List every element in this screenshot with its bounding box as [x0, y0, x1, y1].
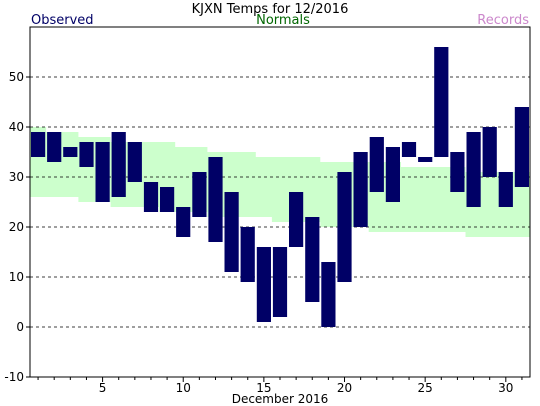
- observed-bar-day-19: [321, 262, 336, 327]
- observed-bar-day-15: [256, 247, 271, 322]
- observed-bar-day-12: [208, 157, 223, 242]
- x-tick-label: 25: [418, 381, 433, 395]
- legend-observed: Observed: [31, 13, 94, 28]
- observed-bar-day-18: [305, 217, 320, 302]
- observed-bar-day-17: [289, 192, 304, 247]
- observed-bar-day-28: [466, 132, 481, 207]
- observed-bar-day-23: [385, 147, 400, 202]
- y-tick-label: 0: [16, 320, 24, 334]
- y-tick-label: -10: [4, 370, 24, 384]
- x-tick-label: 5: [99, 381, 107, 395]
- observed-bar-day-29: [482, 127, 497, 177]
- observed-bar-day-9: [160, 187, 175, 212]
- x-tick-label: 10: [176, 381, 191, 395]
- observed-bar-day-20: [337, 172, 352, 282]
- observed-bar-day-1: [31, 132, 46, 157]
- observed-bar-day-11: [192, 172, 207, 217]
- observed-bar-day-13: [224, 192, 239, 272]
- x-tick-label: 15: [256, 381, 271, 395]
- y-axis-ticks: -10 0 10 20 30 40 50: [4, 70, 30, 384]
- legend-normals: Normals: [256, 13, 310, 28]
- observed-bar-day-25: [418, 157, 433, 162]
- x-axis-ticks: 5 10 15 20 25 30: [37, 377, 523, 395]
- y-tick-label: 10: [9, 270, 24, 284]
- observed-bar-day-31: [514, 107, 529, 187]
- normals-band-layer: [30, 127, 530, 237]
- observed-bar-day-5: [95, 142, 110, 202]
- normals-band: [30, 127, 530, 237]
- y-tick-label: 20: [9, 220, 24, 234]
- observed-bar-day-22: [369, 137, 384, 192]
- chart-title: KJXN Temps for 12/2016: [192, 2, 349, 17]
- observed-bar-day-2: [47, 132, 62, 162]
- observed-bar-day-8: [143, 182, 159, 212]
- x-axis-label: December 2016: [232, 392, 329, 406]
- observed-bars-layer: [31, 47, 529, 327]
- observed-bar-day-21: [353, 152, 368, 227]
- observed-bar-day-10: [176, 207, 191, 237]
- observed-bar-day-16: [272, 247, 288, 317]
- observed-bar-day-30: [498, 172, 513, 207]
- y-tick-label: 40: [9, 120, 24, 134]
- observed-bar-day-3: [63, 147, 78, 157]
- observed-bar-day-27: [450, 152, 465, 192]
- observed-bar-day-4: [79, 142, 94, 167]
- y-tick-label: 50: [9, 70, 24, 84]
- observed-bar-day-26: [434, 47, 449, 157]
- observed-bar-day-14: [240, 227, 255, 282]
- legend-records: Records: [477, 13, 529, 28]
- x-tick-label: 20: [337, 381, 352, 395]
- observed-bar-day-24: [401, 142, 417, 157]
- y-tick-label: 30: [9, 170, 24, 184]
- x-tick-label: 30: [498, 381, 513, 395]
- observed-bar-day-7: [127, 142, 142, 182]
- observed-bar-day-6: [111, 132, 126, 197]
